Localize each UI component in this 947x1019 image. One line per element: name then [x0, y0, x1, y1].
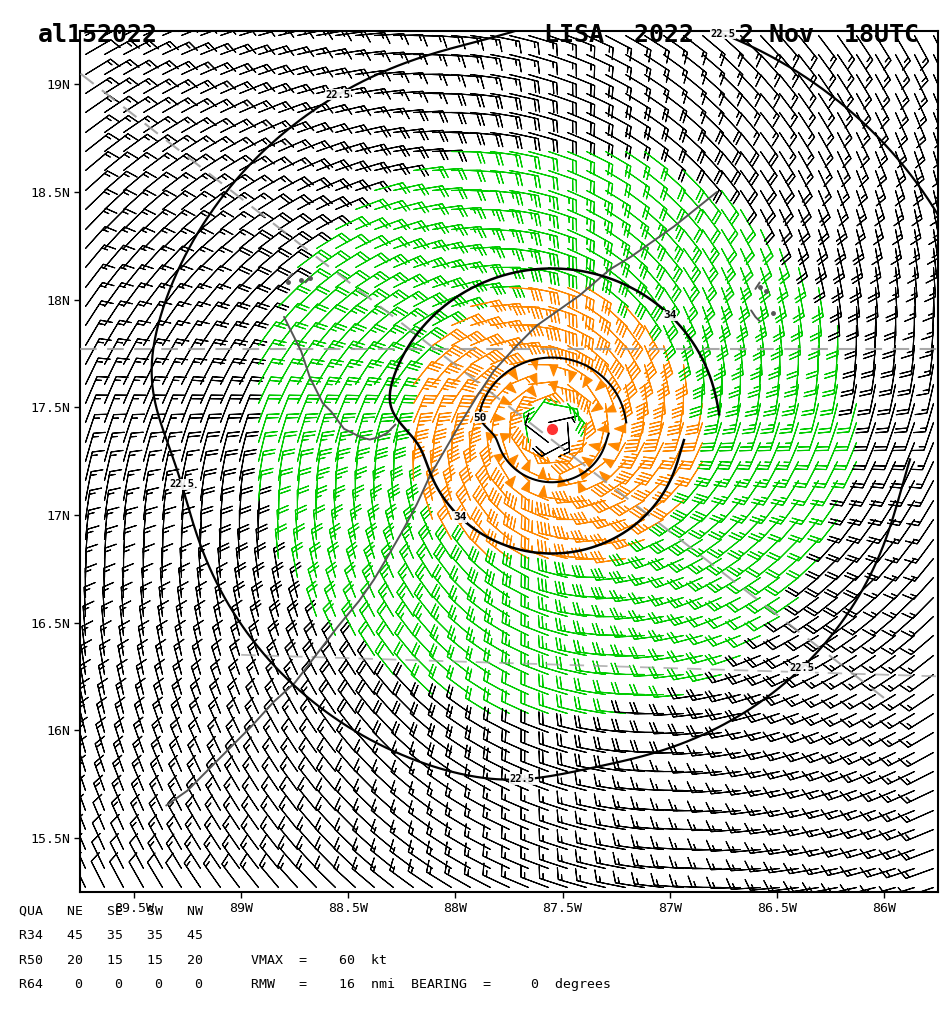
Text: 50: 50 — [474, 413, 487, 423]
Text: 22.5: 22.5 — [710, 29, 735, 39]
Text: al152022: al152022 — [38, 23, 158, 48]
Text: 22.5: 22.5 — [170, 479, 194, 489]
Text: R50   20   15   15   20      VMAX  =    60  kt: R50 20 15 15 20 VMAX = 60 kt — [19, 954, 387, 967]
Text: 34: 34 — [453, 512, 467, 522]
Text: 34: 34 — [663, 311, 677, 320]
Text: LISA  2022   2 Nov  18UTC: LISA 2022 2 Nov 18UTC — [544, 23, 919, 48]
Text: R64    0    0    0    0      RMW   =    16  nmi  BEARING  =     0  degrees: R64 0 0 0 0 RMW = 16 nmi BEARING = 0 deg… — [19, 978, 611, 991]
Text: R34   45   35   35   45: R34 45 35 35 45 — [19, 929, 203, 943]
Text: 22.5: 22.5 — [326, 90, 350, 100]
Text: 22.5: 22.5 — [509, 774, 535, 785]
Text: QUA   NE   SE   SW   NW: QUA NE SE SW NW — [19, 905, 203, 918]
Text: 22.5: 22.5 — [789, 663, 814, 674]
